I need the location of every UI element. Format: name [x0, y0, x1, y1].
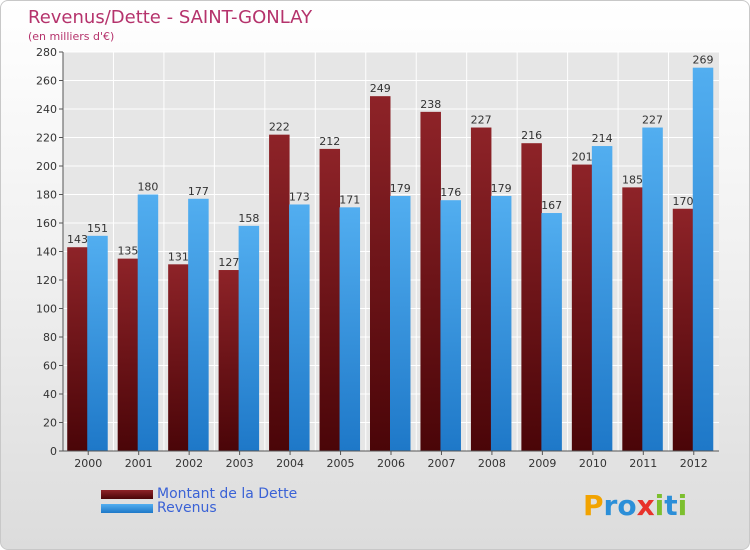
bar-revenue	[642, 127, 663, 452]
y-tick-label: 120	[36, 274, 57, 287]
legend-swatch-debt	[101, 490, 153, 499]
data-label-revenue: 214	[592, 132, 613, 145]
data-label-revenue: 151	[87, 222, 108, 235]
x-tick-label: 2009	[528, 457, 556, 470]
x-tick-label: 2011	[629, 457, 657, 470]
logo-letter: x	[636, 489, 655, 522]
x-tick-label: 2001	[125, 457, 153, 470]
y-tick-label: 40	[43, 388, 57, 401]
data-label-revenue: 171	[339, 193, 360, 206]
bar-debt	[420, 111, 441, 451]
data-label-debt: 201	[572, 151, 593, 164]
bar-revenue	[390, 195, 411, 451]
y-tick-label: 20	[43, 417, 57, 430]
data-label-revenue: 227	[642, 114, 663, 127]
bar-debt	[571, 164, 593, 451]
logo-letter: P	[583, 489, 604, 522]
data-label-debt: 127	[218, 256, 239, 269]
x-tick-label: 2003	[226, 457, 254, 470]
legend-label-debt: Montant de la Dette	[157, 486, 298, 502]
data-label-debt: 185	[622, 173, 643, 186]
x-tick-label: 2005	[327, 457, 355, 470]
data-label-debt: 216	[521, 129, 542, 142]
data-label-revenue: 158	[238, 212, 259, 225]
bar-debt	[470, 127, 492, 452]
legend-swatch-revenue	[101, 504, 153, 513]
data-label-debt: 135	[117, 245, 138, 258]
bar-revenue	[692, 67, 714, 452]
x-tick-label: 2002	[175, 457, 203, 470]
data-label-revenue: 179	[390, 182, 411, 195]
proxiti-logo: Proxiti	[583, 489, 687, 522]
bar-debt	[622, 187, 643, 451]
bar-debt	[117, 258, 139, 451]
bar-revenue	[137, 194, 159, 451]
bar-debt	[218, 270, 240, 451]
x-tick-label: 2007	[427, 457, 455, 470]
bar-debt	[370, 96, 391, 452]
logo-letter: t	[664, 489, 678, 522]
bar-debt	[672, 208, 694, 451]
y-tick-label: 240	[36, 103, 57, 116]
x-tick-label: 2004	[276, 457, 304, 470]
logo-letter: o	[617, 489, 637, 522]
data-label-revenue: 173	[289, 190, 310, 203]
bar-revenue	[440, 200, 461, 451]
data-label-debt: 143	[67, 233, 88, 246]
y-tick-label: 280	[36, 46, 57, 59]
data-label-revenue: 179	[491, 182, 512, 195]
data-label-revenue: 180	[137, 181, 158, 194]
y-tick-label: 60	[43, 360, 57, 373]
bar-debt	[269, 134, 290, 451]
data-label-debt: 249	[370, 82, 391, 95]
x-tick-label: 2006	[377, 457, 405, 470]
data-label-debt: 170	[673, 195, 694, 208]
legend-label-revenue: Revenus	[157, 500, 217, 516]
y-tick-label: 200	[36, 160, 57, 173]
bar-revenue	[490, 195, 512, 451]
chart-title: Revenus/Dette - SAINT-GONLAY	[28, 7, 313, 28]
bar-debt	[521, 143, 542, 451]
logo-letter: r	[603, 489, 618, 522]
y-tick-label: 80	[43, 331, 57, 344]
data-label-debt: 212	[319, 135, 340, 148]
logo-letter: i	[677, 489, 688, 522]
bar-debt	[168, 264, 189, 451]
y-tick-label: 140	[36, 246, 57, 259]
y-tick-label: 260	[36, 75, 57, 88]
bar-revenue	[591, 146, 613, 452]
data-label-revenue: 176	[440, 186, 461, 199]
y-tick-label: 160	[36, 217, 57, 230]
x-tick-label: 2000	[74, 457, 102, 470]
chart-subtitle: (en milliers d'€)	[28, 30, 115, 43]
bars-layer	[67, 67, 714, 452]
x-tick-label: 2008	[478, 457, 506, 470]
data-label-debt: 131	[168, 250, 189, 263]
bar-revenue	[188, 198, 209, 451]
bar-revenue	[339, 207, 361, 451]
data-label-revenue: 177	[188, 185, 209, 198]
y-tick-label: 0	[50, 445, 57, 458]
bar-revenue	[541, 213, 562, 451]
x-tick-label: 2010	[579, 457, 607, 470]
data-label-debt: 227	[471, 114, 492, 127]
bar-revenue	[87, 235, 108, 451]
y-tick-label: 100	[36, 303, 57, 316]
data-label-revenue: 167	[541, 199, 562, 212]
bar-revenue	[289, 204, 310, 451]
bar-debt	[319, 148, 341, 451]
bar-revenue	[238, 225, 260, 451]
axes-layer: 0 20 40 60 80 100 120 140 160 180 200 220 240 260 280 2…	[36, 46, 719, 470]
data-label-debt: 222	[269, 121, 290, 134]
x-tick-label: 2012	[680, 457, 708, 470]
data-label-debt: 238	[420, 98, 441, 111]
bar-debt	[67, 247, 88, 451]
logo-letter: i	[654, 489, 665, 522]
y-tick-label: 180	[36, 189, 57, 202]
data-label-revenue: 269	[693, 54, 714, 67]
y-tick-label: 220	[36, 132, 57, 145]
